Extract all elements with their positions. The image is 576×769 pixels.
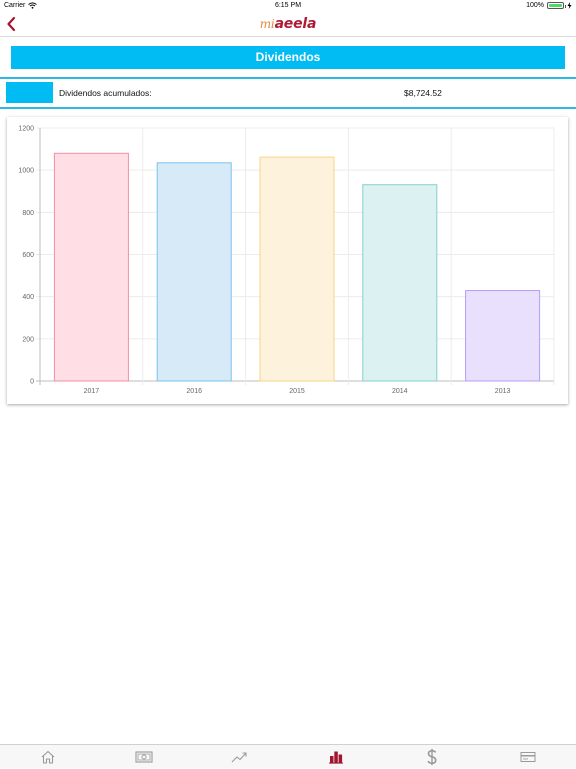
battery-icon (547, 2, 566, 9)
bar-2016 (156, 162, 232, 382)
battery-percent: 100% (526, 2, 544, 9)
page-title: Dividendos (11, 46, 565, 69)
back-chevron-icon[interactable] (4, 15, 20, 33)
tab-dollar[interactable] (384, 745, 480, 769)
y-tick-label: 800 (22, 210, 34, 217)
status-bar: Carrier 6:15 PM 100% (0, 0, 576, 13)
accent-swatch (6, 82, 53, 103)
x-tick-label: 2016 (186, 388, 202, 395)
tab-card[interactable] (480, 745, 576, 769)
bar-chart-icon (329, 751, 343, 764)
bar-2013 (465, 290, 541, 382)
y-tick-label: 1000 (18, 168, 34, 175)
trend-icon (231, 752, 247, 763)
dividends-bar-chart: 0 200 400 600 800 1000 1200 2017 2016 2015 2014 201… (18, 126, 555, 395)
carrier-label: Carrier (4, 2, 26, 9)
money-icon (135, 751, 153, 763)
wifi-icon (28, 2, 38, 9)
tab-home[interactable] (0, 745, 96, 769)
y-tick-label: 200 (22, 336, 34, 343)
tab-bar (0, 744, 576, 768)
charging-icon (567, 2, 572, 9)
divider (0, 77, 576, 79)
clock: 6:15 PM (274, 2, 302, 9)
tab-dividends[interactable] (288, 745, 384, 769)
dividends-chart-card: 0 200 400 600 800 1000 1200 2017 2016 2015 2014 201… (7, 117, 568, 404)
x-tick-label: 2015 (289, 388, 305, 395)
card-icon (520, 752, 536, 762)
y-tick-label: 0 (30, 379, 34, 386)
tab-trend[interactable] (192, 745, 288, 769)
home-icon (41, 750, 55, 764)
accumulated-value: $8,724.52 (404, 88, 442, 98)
tab-money[interactable] (96, 745, 192, 769)
y-tick-label: 1200 (18, 126, 34, 133)
divider (0, 107, 576, 109)
x-tick-label: 2013 (495, 388, 511, 395)
bar-2014 (362, 184, 438, 382)
bar-2017 (53, 152, 129, 382)
y-tick-label: 400 (22, 294, 34, 301)
accumulated-dividends-row: Dividendos acumulados: $8,724.52 (0, 79, 576, 107)
accumulated-label: Dividendos acumulados: (59, 88, 152, 98)
bar-2015 (259, 156, 335, 382)
app-logo: miaeela (259, 16, 317, 32)
dollar-icon (427, 748, 437, 766)
nav-bar: miaeela (0, 13, 576, 37)
y-tick-label: 600 (22, 252, 34, 259)
x-tick-label: 2017 (84, 388, 100, 395)
x-tick-label: 2014 (392, 388, 408, 395)
